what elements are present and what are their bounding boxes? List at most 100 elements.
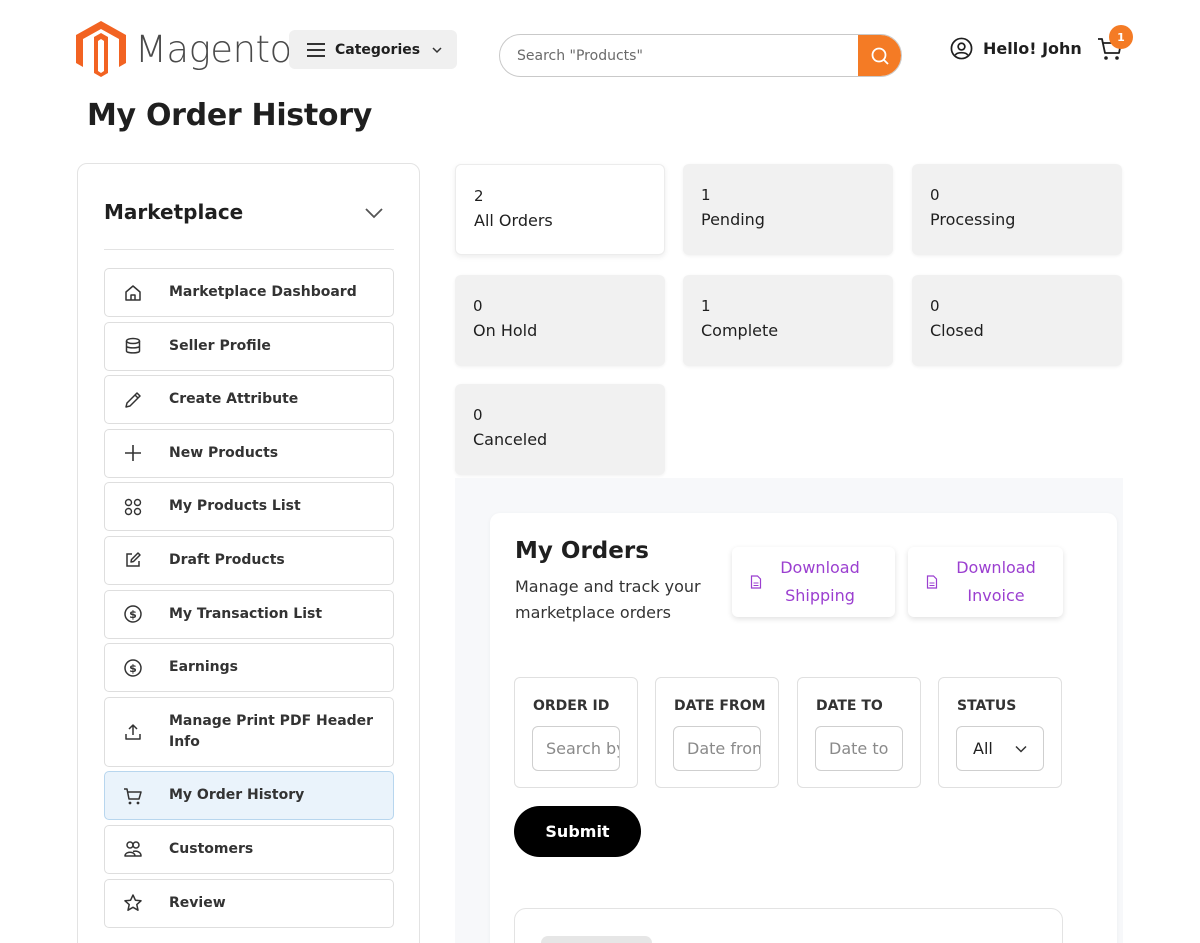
stat-count: 1 [701,186,711,204]
user-account[interactable]: Hello! John [950,37,1082,60]
filter-date-to: DATE TO [797,677,921,788]
document-icon [926,575,938,589]
sidebar-item-my-order-history[interactable]: My Order History [104,771,394,821]
stat-card-closed[interactable]: 0 Closed [912,275,1122,366]
user-icon [950,37,973,60]
stat-card-canceled[interactable]: 0 Canceled [455,384,665,475]
orders-table [514,908,1063,943]
search-input[interactable] [500,35,858,76]
document-icon [750,575,762,589]
sidebar-item-new-products[interactable]: New Products [104,428,394,478]
status-select[interactable]: All [956,726,1044,771]
magento-logo-icon [76,21,126,77]
cart-icon [123,786,143,806]
stat-label: Complete [701,321,779,340]
home-icon [123,283,143,303]
sidebar-header[interactable]: Marketplace [104,200,394,250]
sidebar-item-earnings[interactable]: $ Earnings [104,643,394,693]
stat-label: Canceled [473,430,548,449]
sidebar-item-label: My Order History [169,787,305,804]
stat-count: 0 [930,297,940,315]
status-select-value: All [973,739,993,758]
sidebar-item-seller-profile[interactable]: Seller Profile [104,321,394,371]
sidebar-item-customers[interactable]: Customers [104,824,394,874]
sidebar-item-create-attribute[interactable]: Create Attribute [104,375,394,425]
magento-logo[interactable]: Magento® [76,20,302,78]
table-header-placeholder [541,936,652,943]
submit-button[interactable]: Submit [514,806,641,857]
sidebar-title: Marketplace [104,200,244,224]
stat-label: On Hold [473,321,538,340]
chevron-down-icon [365,208,383,219]
filter-order-id: ORDER ID [514,677,638,788]
filter-label: STATUS [957,698,1017,714]
stat-count: 2 [474,187,484,205]
sidebar-item-label: Draft Products [169,551,285,568]
stat-card-complete[interactable]: 1 Complete [683,275,893,366]
categories-label: Categories [335,41,421,58]
chevron-down-icon [1015,745,1027,753]
dollar-circle-icon: $ [123,658,143,678]
upload-icon [123,722,143,742]
stat-card-on-hold[interactable]: 0 On Hold [455,275,665,366]
filter-date-from: DATE FROM [655,677,779,788]
grid-icon [123,497,143,517]
download-shipping-button[interactable]: Download Shipping [732,547,895,617]
date-from-input[interactable] [673,726,761,771]
sidebar-item-label: Earnings [169,659,239,676]
users-icon [123,839,143,859]
order-id-input[interactable] [532,726,620,771]
sidebar-item-label: Manage Print PDF Header Info [169,712,374,750]
filter-status: STATUS All [938,677,1062,788]
star-icon [123,893,143,913]
sidebar-item-my-transaction-list[interactable]: $ My Transaction List [104,589,394,639]
sidebar-item-draft-products[interactable]: Draft Products [104,535,394,585]
database-icon [123,336,143,356]
pencil-icon [123,390,143,410]
search-bar [499,34,902,77]
sidebar-item-label: Customers [169,840,254,857]
sidebar-item-my-products-list[interactable]: My Products List [104,482,394,532]
download-invoice-button[interactable]: Download Invoice [908,547,1063,617]
sidebar-item-manage-print-pdf-header[interactable]: Manage Print PDF Header Info [104,696,394,767]
user-greeting: Hello! John [983,39,1082,58]
menu-icon [307,42,325,57]
filter-label: DATE FROM [674,698,766,714]
svg-text:$: $ [129,662,137,675]
stat-count: 0 [473,297,483,315]
sidebar-menu: Marketplace Dashboard Seller Profile Cre… [104,268,394,932]
chevron-down-icon [432,46,442,53]
sidebar-item-label: My Transaction List [169,605,323,622]
download-shipping-label: Download Shipping [780,558,860,605]
date-to-input[interactable] [815,726,903,771]
search-icon [871,47,889,65]
sidebar-item-marketplace-dashboard[interactable]: Marketplace Dashboard [104,268,394,317]
stat-label: All Orders [474,211,553,230]
sidebar: Marketplace Marketplace Dashboard Seller… [77,163,420,943]
stat-card-all-orders[interactable]: 2 All Orders [455,164,665,255]
edit-icon [123,550,143,570]
logo-text: Magento® [135,28,302,71]
stat-label: Pending [701,210,765,229]
categories-button[interactable]: Categories [289,30,457,69]
search-button[interactable] [858,35,901,76]
stat-count: 1 [701,297,711,315]
stat-count: 0 [930,186,940,204]
stat-card-pending[interactable]: 1 Pending [683,164,893,255]
sidebar-item-label: Review [169,894,226,911]
page-title: My Order History [87,98,372,133]
cart-count-badge: 1 [1109,25,1133,49]
filter-label: ORDER ID [533,698,610,714]
sidebar-item-label: Marketplace Dashboard [169,284,357,300]
stat-card-processing[interactable]: 0 Processing [912,164,1122,255]
sidebar-item-label: Seller Profile [169,337,271,354]
svg-text:$: $ [129,608,137,621]
orders-subtitle: Manage and track your marketplace orders [515,577,701,622]
download-invoice-label: Download Invoice [956,558,1036,605]
stat-label: Processing [930,210,1016,229]
plus-icon [123,443,143,463]
dollar-circle-icon: $ [123,604,143,624]
sidebar-item-review[interactable]: Review [104,878,394,928]
stat-count: 0 [473,406,483,424]
filter-label: DATE TO [816,698,883,714]
